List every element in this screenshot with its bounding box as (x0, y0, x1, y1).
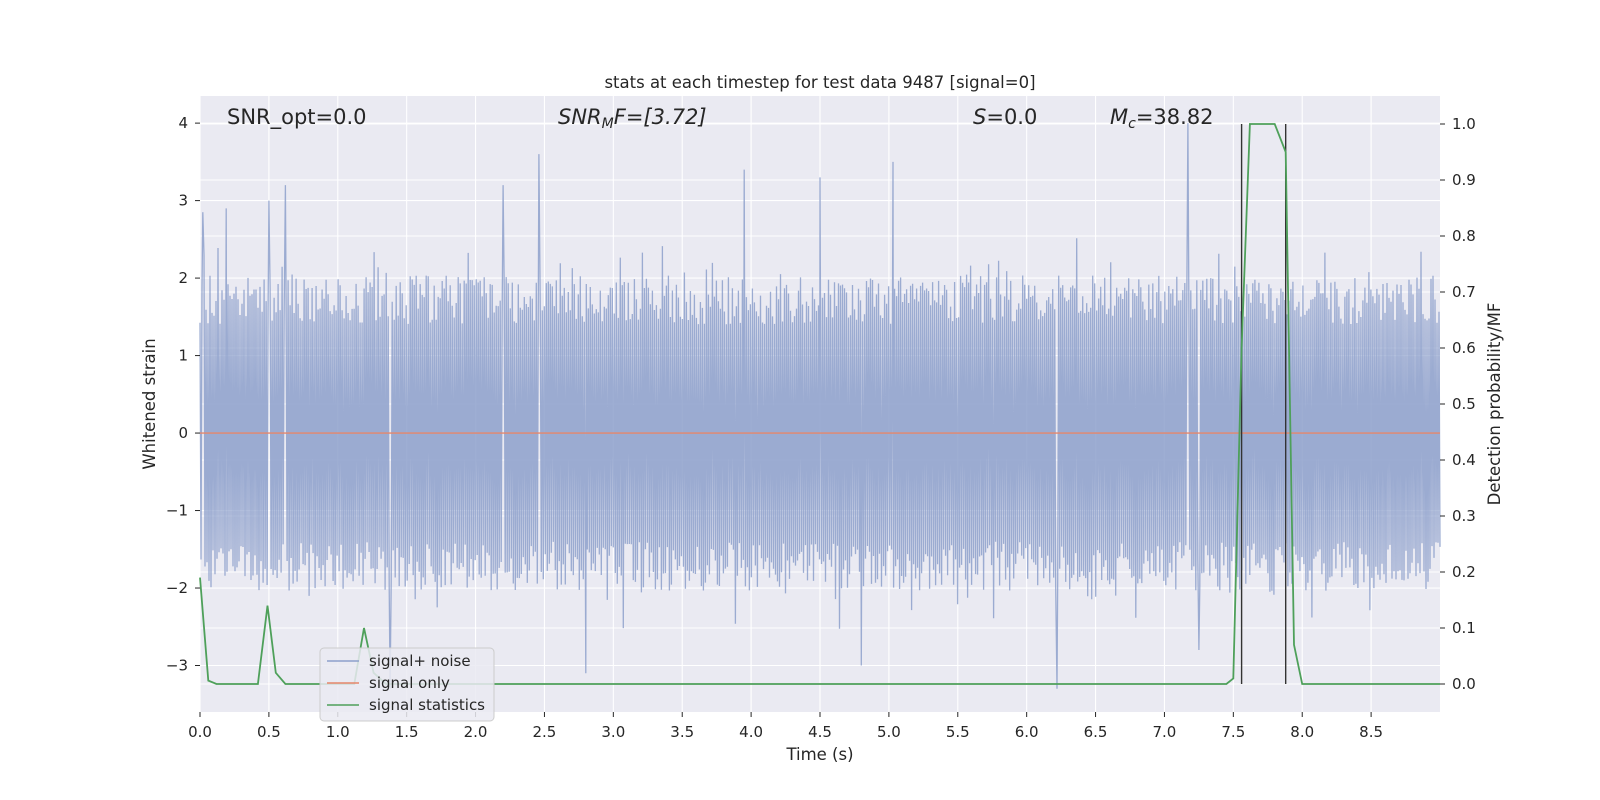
y-tick-label-left: −2 (166, 579, 188, 597)
x-tick-label: 4.0 (739, 723, 763, 741)
vertical-markers (1240, 124, 1287, 684)
series-signal-noise (199, 123, 1441, 689)
x-tick-label: 7.0 (1153, 723, 1177, 741)
legend-box (319, 647, 495, 722)
y-tick-label-right: 0.8 (1452, 227, 1476, 245)
legend-label-signal-statistics: signal statistics (369, 696, 485, 714)
x-tick-label: 7.5 (1221, 723, 1245, 741)
x-axis-label: Time (s) (785, 745, 853, 764)
annotation-s: S=0.0 (973, 105, 1037, 129)
annotation-snr-opt: SNR_opt=0.0 (227, 105, 367, 130)
y-tick-label-right: 0.4 (1452, 451, 1476, 469)
x-tick-label: 1.0 (326, 723, 350, 741)
x-tick-label: 2.5 (533, 723, 557, 741)
y-tick-label-right: 0.2 (1452, 563, 1476, 581)
legend-label-signal-only: signal only (369, 674, 450, 692)
y-tick-label-right: 0.3 (1452, 507, 1476, 525)
y-tick-label-right: 0.6 (1452, 339, 1476, 357)
y-tick-label-left: 1 (178, 347, 188, 365)
y-tick-label-right: 0.0 (1452, 675, 1476, 693)
x-tick-label: 5.0 (877, 723, 901, 741)
x-tick-label: 6.5 (1084, 723, 1108, 741)
y-tick-label-left: 4 (178, 114, 188, 132)
y-tick-label-left: 2 (178, 269, 188, 287)
y-tick-label-left: 3 (178, 192, 188, 210)
x-tick-label: 3.0 (601, 723, 625, 741)
x-tick-label: 0.0 (188, 723, 212, 741)
legend: signal+ noise signal only signal statist… (319, 647, 495, 722)
x-tick-label: 8.0 (1290, 723, 1314, 741)
y-tick-label-right: 0.9 (1452, 171, 1476, 189)
x-tick-label: 8.5 (1359, 723, 1383, 741)
x-tick-label: 2.0 (464, 723, 488, 741)
legend-label-signal-noise: signal+ noise (369, 652, 471, 670)
axis-ticks: 0.0 0.5 1.0 1.5 2.0 2.5 3.0 3.5 4.0 4.5 5.0 5.5 6.0 6… (166, 114, 1476, 741)
annotation-mc: Mc=38.82 (1110, 105, 1214, 132)
x-tick-label: 0.5 (257, 723, 281, 741)
x-tick-label: 5.5 (946, 723, 970, 741)
y-tick-label-right: 1.0 (1452, 115, 1476, 133)
y-axis-label-left: Whitened strain (140, 338, 159, 469)
y-tick-label-left: −1 (166, 502, 188, 520)
x-tick-label: 6.0 (1015, 723, 1039, 741)
x-tick-label: 4.5 (808, 723, 832, 741)
annotation-snr-mf: SNRMF=[3.72] (558, 105, 707, 132)
y-tick-label-left: −3 (166, 657, 188, 675)
x-tick-label: 1.5 (395, 723, 419, 741)
signal-noise-line (199, 123, 1441, 689)
y-tick-label-right: 0.5 (1452, 395, 1476, 413)
chart-title: stats at each timestep for test data 948… (604, 73, 1035, 92)
y-tick-label-right: 0.1 (1452, 619, 1476, 637)
y-tick-label-left: 0 (178, 424, 188, 442)
y-tick-label-right: 0.7 (1452, 283, 1476, 301)
x-tick-label: 3.5 (670, 723, 694, 741)
y-axis-label-right: Detection probability/MF (1485, 303, 1504, 506)
